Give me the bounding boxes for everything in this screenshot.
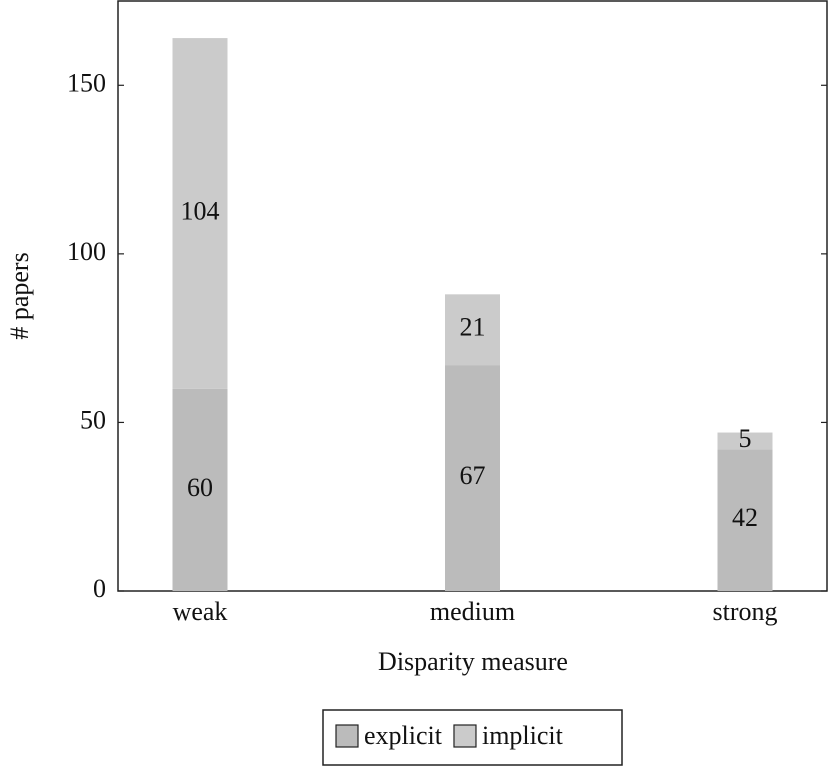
legend-swatch	[335, 724, 359, 748]
y-tick-label: 100	[67, 237, 106, 266]
legend-label: explicit	[364, 721, 443, 750]
bar-segment	[717, 432, 773, 450]
y-tick-label: 50	[80, 405, 106, 434]
x-tick-label: strong	[713, 597, 778, 626]
y-tick-label: 0	[93, 574, 106, 603]
x-tick-label: weak	[173, 597, 228, 626]
bar-segment	[445, 365, 500, 591]
bar-segment	[172, 388, 228, 591]
x-axis-label: Disparity measure	[378, 647, 568, 676]
y-axis-label: # papers	[5, 252, 34, 339]
value-label: 21	[460, 313, 486, 342]
x-tick-label: medium	[430, 597, 515, 626]
legend-label: implicit	[482, 721, 564, 750]
bar-segment	[445, 294, 500, 366]
legend-swatch	[453, 724, 477, 748]
value-label: 42	[732, 503, 758, 532]
legend-box	[322, 709, 623, 766]
value-label: 5	[739, 424, 752, 453]
value-label: 60	[187, 473, 213, 502]
bar-segment	[172, 38, 228, 389]
bar-segment	[717, 449, 773, 591]
y-tick-label: 150	[67, 68, 106, 97]
value-label: 67	[460, 461, 486, 490]
value-label: 104	[181, 196, 220, 225]
